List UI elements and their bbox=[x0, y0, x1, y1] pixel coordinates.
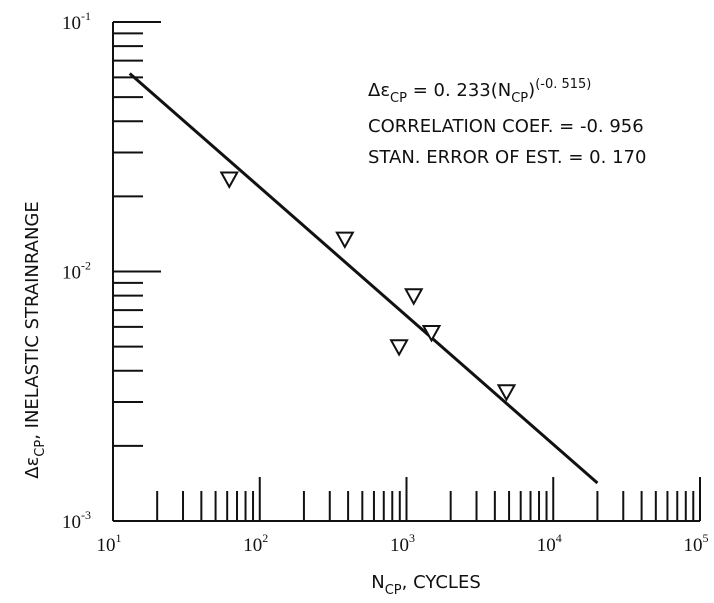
y-axis-label: ΔεCP, INELASTIC STRAINRANGE bbox=[22, 201, 48, 479]
tick-labels: 101 102 103 104 105 10-1 10-2 10-3 bbox=[62, 9, 709, 556]
ticks bbox=[112, 21, 701, 522]
x-axis-label: NCP, CYCLES bbox=[371, 572, 481, 598]
data-point bbox=[404, 288, 424, 306]
x-tick-label: 105 bbox=[684, 531, 709, 556]
x-tick-label: 101 bbox=[97, 531, 122, 556]
data-point bbox=[219, 171, 239, 189]
correlation-coef: CORRELATION COEF. = -0. 956 bbox=[368, 116, 644, 137]
fit-line bbox=[128, 72, 599, 485]
x-tick-label: 102 bbox=[243, 531, 268, 556]
y-tick-label: 10-1 bbox=[62, 9, 91, 34]
standard-error: STAN. ERROR OF EST. = 0. 170 bbox=[368, 147, 646, 168]
data-point bbox=[496, 384, 517, 402]
data-point bbox=[335, 231, 355, 250]
x-tick-label: 103 bbox=[390, 531, 415, 556]
y-tick-label: 10-2 bbox=[62, 259, 91, 284]
y-tick-label: 10-3 bbox=[62, 508, 91, 533]
data-point bbox=[389, 339, 409, 357]
x-tick-label: 104 bbox=[537, 531, 562, 556]
data-point bbox=[421, 325, 442, 343]
data-points bbox=[219, 171, 517, 402]
fit-equation: ΔεCP = 0. 233(NCP)(-0. 515) bbox=[368, 77, 591, 106]
fit-line-group bbox=[128, 72, 599, 485]
